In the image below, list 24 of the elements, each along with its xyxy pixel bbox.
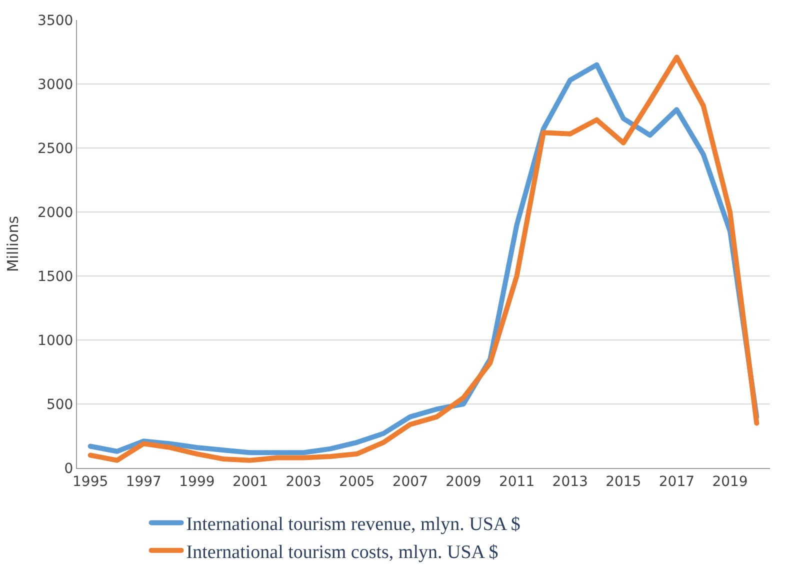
x-tick-label: 2007 [392,474,428,490]
y-tick-label: 2500 [38,140,74,157]
y-tick-label: 3000 [38,76,74,93]
x-tick-label: 2003 [286,474,322,490]
x-tick-label: 2011 [498,474,535,490]
x-tick-label: 1997 [126,474,162,490]
legend-label: International tourism costs, mlyn. USA $ [186,542,498,563]
y-tick-label: 500 [46,396,74,413]
y-axis-title: Millions [4,216,22,272]
x-tick-label: 2005 [339,474,375,490]
y-tick-label: 0 [64,460,74,477]
y-tick-label: 1000 [38,332,74,349]
y-tick-label: 1500 [38,268,74,285]
x-tick-label: 2001 [232,474,268,490]
y-tick-label: 3500 [38,12,74,29]
x-tick-label: 2013 [552,474,588,490]
x-tick-label: 2019 [712,474,748,490]
x-tick-label: 2015 [606,474,642,490]
x-tick-label: 2017 [658,474,695,490]
x-tick-label: 2009 [446,474,482,490]
x-tick-label: 1999 [179,474,215,490]
legend-label: International tourism revenue, mlyn. USA $ [186,514,520,536]
x-tick-label: 1995 [72,474,108,490]
y-tick-label: 2000 [38,204,74,221]
